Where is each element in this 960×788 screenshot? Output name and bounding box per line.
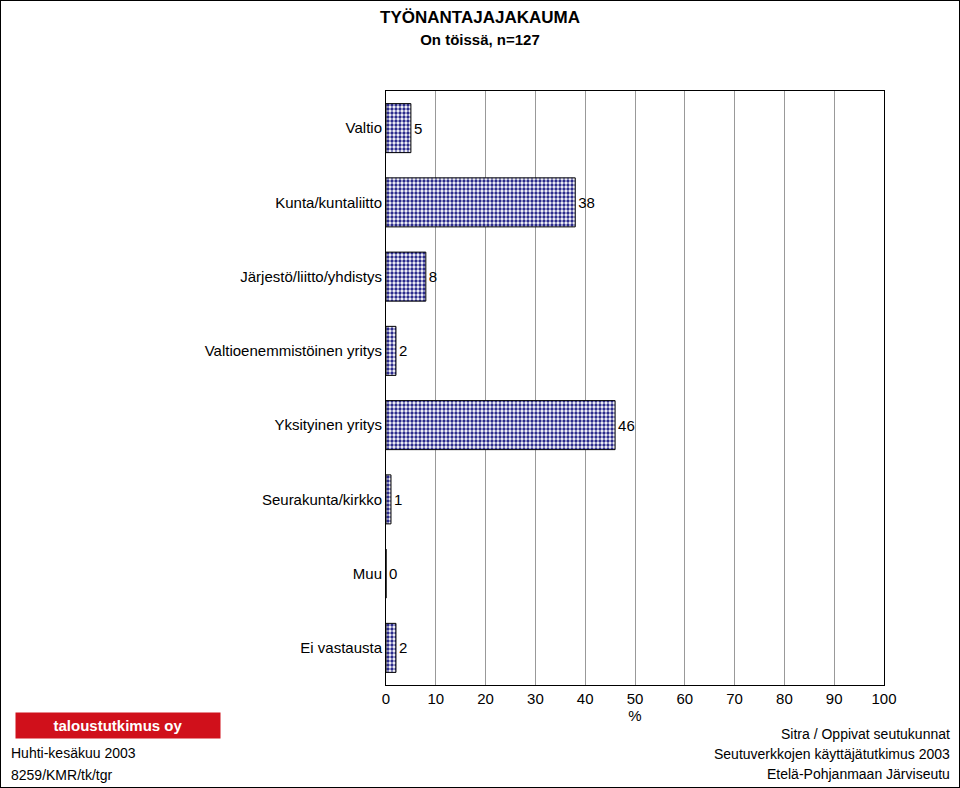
- svg-text:1: 1: [394, 491, 402, 508]
- svg-text:Muu: Muu: [353, 565, 382, 582]
- svg-text:Sitra / Oppivat seutukunnat: Sitra / Oppivat seutukunnat: [781, 726, 950, 742]
- svg-text:TYÖNANTAJAJAKAUMAOn töissä, n=: TYÖNANTAJAJAKAUMAOn töissä, n=127: [380, 8, 580, 48]
- svg-text:0: 0: [382, 690, 390, 707]
- svg-text:8: 8: [429, 268, 437, 285]
- svg-text:30: 30: [527, 690, 544, 707]
- svg-text:Yksityinen yritys: Yksityinen yritys: [274, 416, 382, 433]
- svg-text:Kunta/kuntaliitto: Kunta/kuntaliitto: [275, 194, 382, 211]
- svg-text:5: 5: [414, 120, 422, 137]
- svg-text:Valtioenemmistöinen yritys: Valtioenemmistöinen yritys: [205, 342, 382, 359]
- svg-text:46: 46: [618, 417, 635, 434]
- svg-text:2: 2: [399, 639, 407, 656]
- svg-text:Järjestö/liitto/yhdistys: Järjestö/liitto/yhdistys: [240, 268, 382, 285]
- svg-text:20: 20: [477, 690, 494, 707]
- svg-text:Ei vastausta: Ei vastausta: [300, 639, 382, 656]
- svg-text:Etelä-Pohjanmaan Järviseutu: Etelä-Pohjanmaan Järviseutu: [767, 766, 950, 782]
- svg-text:60: 60: [676, 690, 693, 707]
- svg-text:90: 90: [826, 690, 843, 707]
- svg-text:40: 40: [577, 690, 594, 707]
- svg-text:10: 10: [427, 690, 444, 707]
- svg-text:taloustutkimus oy: taloustutkimus oy: [53, 717, 182, 734]
- svg-text:Seutuverkkojen käyttäjätutkimu: Seutuverkkojen käyttäjätutkimus 2003: [714, 746, 950, 762]
- svg-text:80: 80: [776, 690, 793, 707]
- svg-text:0: 0: [389, 565, 397, 582]
- svg-text:38: 38: [578, 194, 595, 211]
- svg-text:2: 2: [399, 342, 407, 359]
- svg-text:Huhti-kesäkuu 2003: Huhti-kesäkuu 2003: [11, 745, 136, 761]
- svg-text:%: %: [628, 707, 641, 724]
- svg-text:100: 100: [871, 690, 896, 707]
- svg-text:8259/KMR/tk/tgr: 8259/KMR/tk/tgr: [11, 767, 112, 783]
- svg-text:70: 70: [726, 690, 743, 707]
- svg-text:Valtio: Valtio: [346, 119, 382, 136]
- svg-text:50: 50: [627, 690, 644, 707]
- svg-text:Seurakunta/kirkko: Seurakunta/kirkko: [262, 491, 382, 508]
